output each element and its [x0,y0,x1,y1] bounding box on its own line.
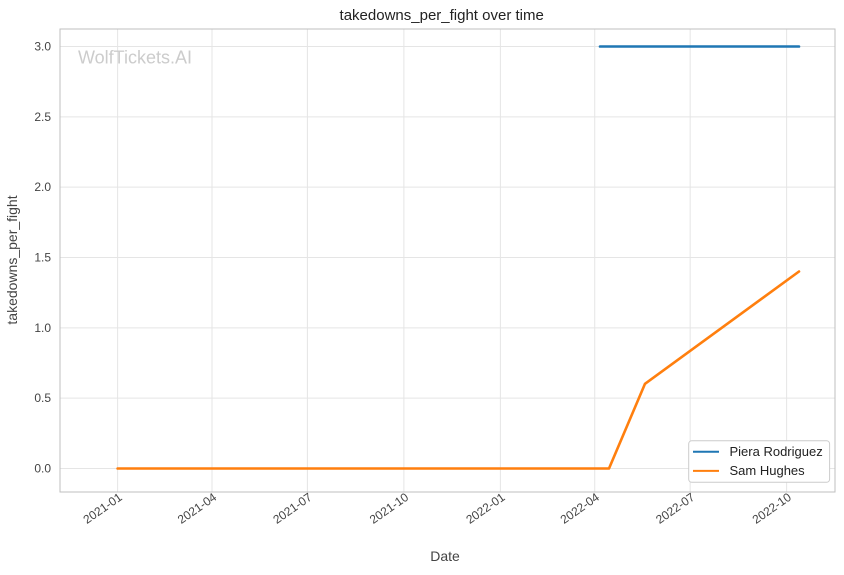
svg-text:2022-07: 2022-07 [653,490,697,527]
svg-text:3.0: 3.0 [34,40,51,54]
svg-text:2022-01: 2022-01 [463,490,507,527]
svg-text:Sam Hughes: Sam Hughes [730,463,806,478]
svg-text:2021-10: 2021-10 [367,490,411,527]
svg-text:2022-10: 2022-10 [750,490,794,527]
svg-text:takedowns_per_fight over time: takedowns_per_fight over time [340,7,544,24]
svg-text:0.0: 0.0 [34,462,51,476]
svg-text:2021-07: 2021-07 [270,490,314,527]
svg-text:2021-04: 2021-04 [175,490,219,527]
svg-text:takedowns_per_fight: takedowns_per_fight [4,195,20,324]
svg-text:WolfTickets.AI: WolfTickets.AI [78,48,192,68]
svg-text:2.5: 2.5 [34,110,51,124]
svg-text:Date: Date [430,548,460,564]
svg-text:2022-04: 2022-04 [558,490,602,527]
svg-text:Piera Rodriguez: Piera Rodriguez [730,444,823,459]
svg-text:2021-01: 2021-01 [81,490,125,527]
svg-text:1.0: 1.0 [34,321,51,335]
svg-text:0.5: 0.5 [34,391,51,405]
svg-text:1.5: 1.5 [34,251,51,265]
svg-text:2.0: 2.0 [34,180,51,194]
